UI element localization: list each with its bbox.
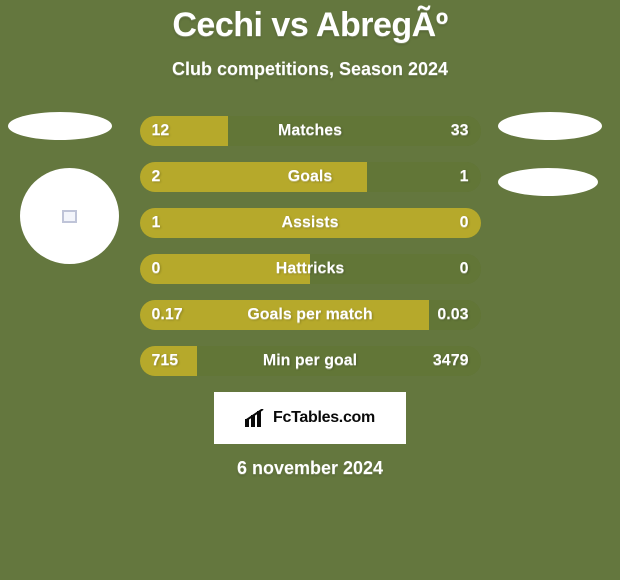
stat-right-value: 0.03 — [437, 306, 468, 324]
stat-row: 0.17 Goals per match 0.03 — [140, 300, 481, 330]
stat-left-value: 12 — [152, 122, 170, 140]
player-left-photo — [8, 112, 112, 140]
stat-label: Matches — [278, 122, 342, 140]
stat-right-value: 33 — [451, 122, 469, 140]
brand-badge: FcTables.com — [214, 392, 406, 444]
stat-left-value: 0.17 — [152, 306, 183, 324]
stat-right-value: 0 — [460, 214, 469, 232]
stat-left-value: 1 — [152, 214, 161, 232]
stat-right-value: 1 — [460, 168, 469, 186]
comparison-card: Cechi vs AbregÃº Club competitions, Seas… — [0, 0, 620, 580]
stat-label: Goals per match — [247, 306, 372, 324]
brand-text: FcTables.com — [273, 409, 375, 427]
stat-bar-right — [228, 116, 480, 146]
stat-row: 2 Goals 1 — [140, 162, 481, 192]
stat-label: Min per goal — [263, 352, 357, 370]
player-left-club-badge — [20, 168, 119, 264]
stat-bars: 12 Matches 33 2 Goals 1 1 Assists 0 0 Hattricks 0 0.… — [140, 116, 481, 376]
stat-row: 1 Assists 0 — [140, 208, 481, 238]
stat-label: Goals — [288, 168, 332, 186]
page-title: Cechi vs AbregÃº — [0, 6, 620, 45]
player-right-photo — [498, 112, 602, 140]
page-subtitle: Club competitions, Season 2024 — [0, 59, 620, 80]
stat-bar-left — [140, 162, 367, 192]
stat-row: 12 Matches 33 — [140, 116, 481, 146]
chart-icon — [245, 409, 267, 427]
stat-row: 715 Min per goal 3479 — [140, 346, 481, 376]
player-right-club-badge — [498, 168, 598, 196]
placeholder-icon — [62, 210, 77, 223]
stat-left-value: 0 — [152, 260, 161, 278]
stat-label: Hattricks — [276, 260, 344, 278]
stat-left-value: 715 — [152, 352, 179, 370]
stat-label: Assists — [282, 214, 339, 232]
content-area: 12 Matches 33 2 Goals 1 1 Assists 0 0 Hattricks 0 0.… — [0, 116, 620, 479]
stat-right-value: 0 — [460, 260, 469, 278]
stat-row: 0 Hattricks 0 — [140, 254, 481, 284]
stat-left-value: 2 — [152, 168, 161, 186]
stat-right-value: 3479 — [433, 352, 469, 370]
date-text: 6 november 2024 — [0, 458, 620, 479]
